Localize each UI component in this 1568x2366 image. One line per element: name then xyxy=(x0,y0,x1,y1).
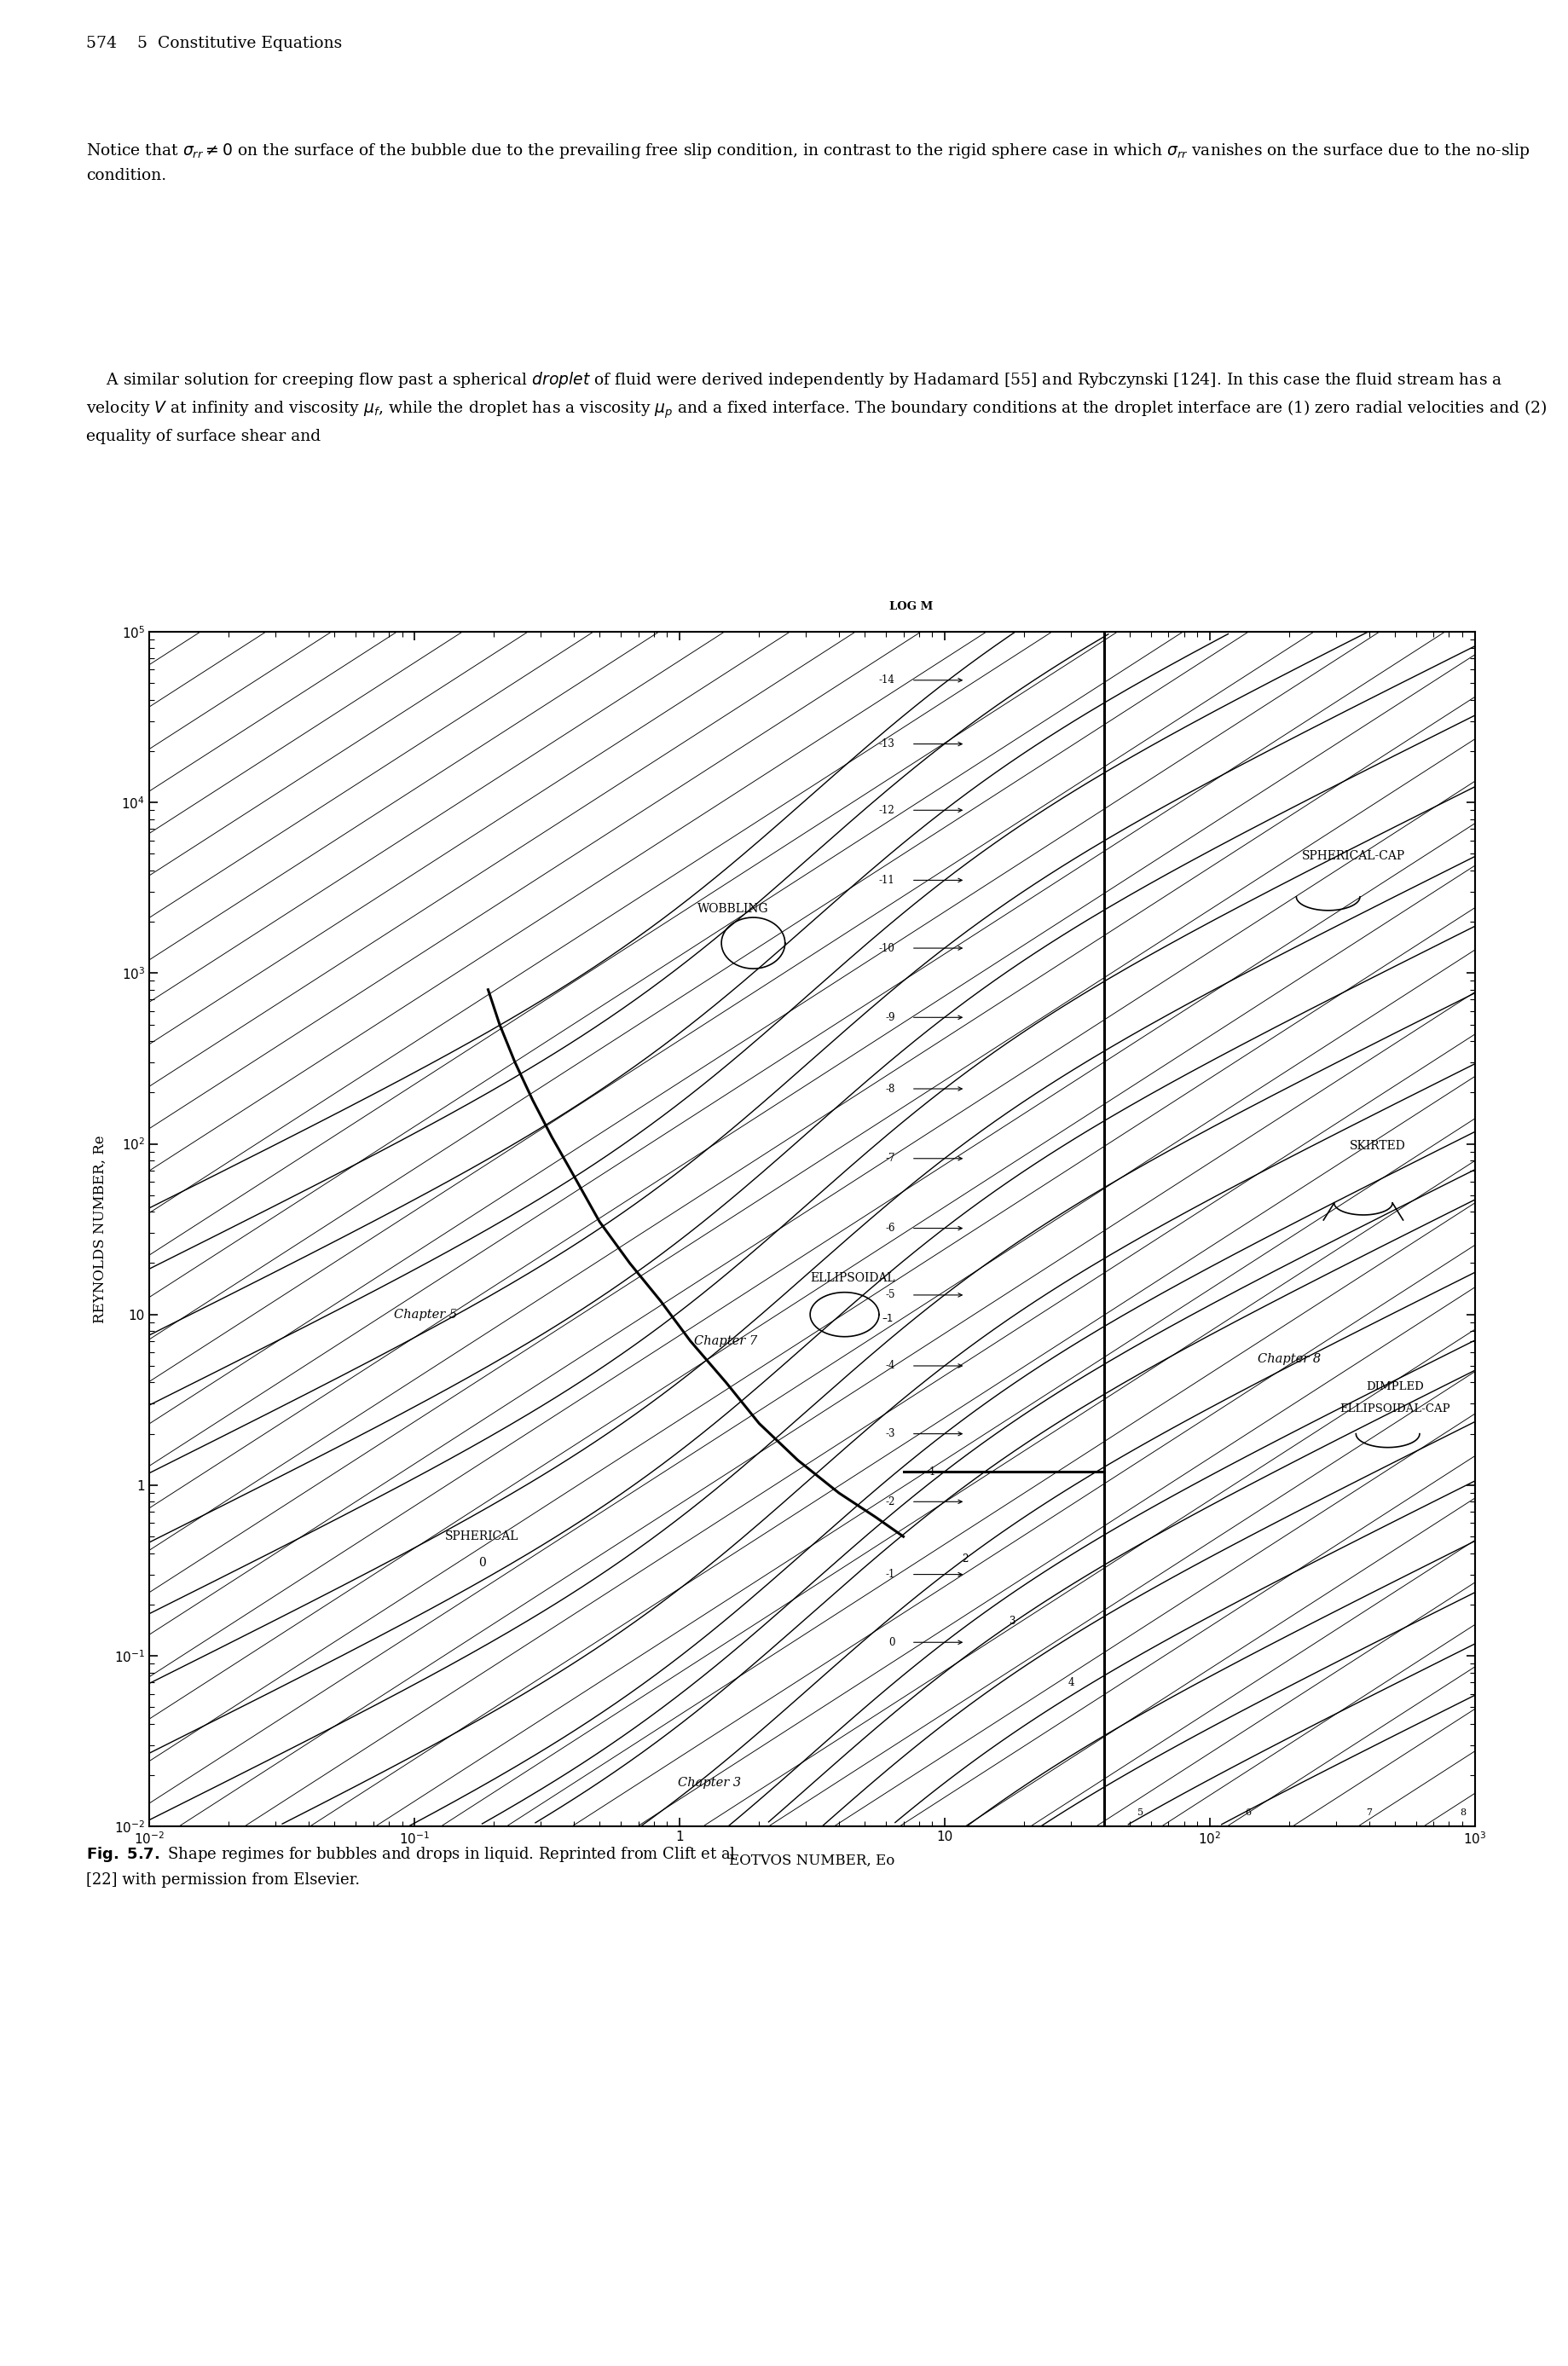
Text: -1: -1 xyxy=(884,1569,894,1580)
Text: 6: 6 xyxy=(1245,1808,1251,1817)
Text: -8: -8 xyxy=(884,1084,894,1095)
X-axis label: EOTVOS NUMBER, Eo: EOTVOS NUMBER, Eo xyxy=(729,1853,894,1869)
Text: 1: 1 xyxy=(928,1467,935,1476)
Text: -3: -3 xyxy=(884,1429,894,1439)
Text: -7: -7 xyxy=(884,1152,894,1164)
Text: 0: 0 xyxy=(478,1557,486,1569)
Text: Notice that $\sigma_{rr} \neq 0$ on the surface of the bubble due to the prevail: Notice that $\sigma_{rr} \neq 0$ on the … xyxy=(86,142,1530,185)
Text: ELLIPSOIDAL: ELLIPSOIDAL xyxy=(809,1273,894,1285)
Text: SPHERICAL-CAP: SPHERICAL-CAP xyxy=(1301,849,1405,861)
Text: -14: -14 xyxy=(878,674,894,686)
Y-axis label: REYNOLDS NUMBER, Re: REYNOLDS NUMBER, Re xyxy=(93,1136,107,1323)
Text: 7: 7 xyxy=(1366,1808,1372,1817)
Text: SKIRTED: SKIRTED xyxy=(1348,1140,1405,1152)
Text: -10: -10 xyxy=(878,942,894,953)
Text: -4: -4 xyxy=(884,1360,894,1372)
Text: –1: –1 xyxy=(881,1313,892,1325)
Text: 2: 2 xyxy=(961,1554,967,1564)
Text: -11: -11 xyxy=(878,875,894,885)
Text: -6: -6 xyxy=(884,1223,894,1233)
Text: -2: -2 xyxy=(884,1495,894,1507)
Text: LOG M: LOG M xyxy=(889,601,933,613)
Text: A similar solution for creeping flow past a spherical $\it{droplet}$ of fluid we: A similar solution for creeping flow pas… xyxy=(86,369,1546,445)
Text: -9: -9 xyxy=(884,1013,894,1022)
Text: Chapter 7: Chapter 7 xyxy=(695,1334,757,1346)
Text: -13: -13 xyxy=(878,738,894,750)
Text: $\bf{Fig.\ 5.7.}$ Shape regimes for bubbles and drops in liquid. Reprinted from : $\bf{Fig.\ 5.7.}$ Shape regimes for bubb… xyxy=(86,1845,735,1888)
Text: WOBBLING: WOBBLING xyxy=(698,904,768,916)
Text: ELLIPSOIDAL-CAP: ELLIPSOIDAL-CAP xyxy=(1339,1403,1449,1415)
Text: DIMPLED: DIMPLED xyxy=(1366,1382,1424,1391)
Text: 8: 8 xyxy=(1458,1808,1465,1817)
Text: 5: 5 xyxy=(1137,1808,1143,1817)
Text: 0: 0 xyxy=(887,1637,894,1647)
Text: -12: -12 xyxy=(878,804,894,816)
Text: 574    5  Constitutive Equations: 574 5 Constitutive Equations xyxy=(86,35,342,52)
Text: 4: 4 xyxy=(1068,1677,1074,1687)
Text: Chapter 3: Chapter 3 xyxy=(677,1777,740,1789)
Text: SPHERICAL: SPHERICAL xyxy=(445,1531,519,1543)
Text: Chapter 8: Chapter 8 xyxy=(1258,1353,1320,1365)
Text: 3: 3 xyxy=(1008,1616,1014,1625)
Text: Chapter 5: Chapter 5 xyxy=(394,1308,456,1320)
Text: -5: -5 xyxy=(884,1289,894,1301)
